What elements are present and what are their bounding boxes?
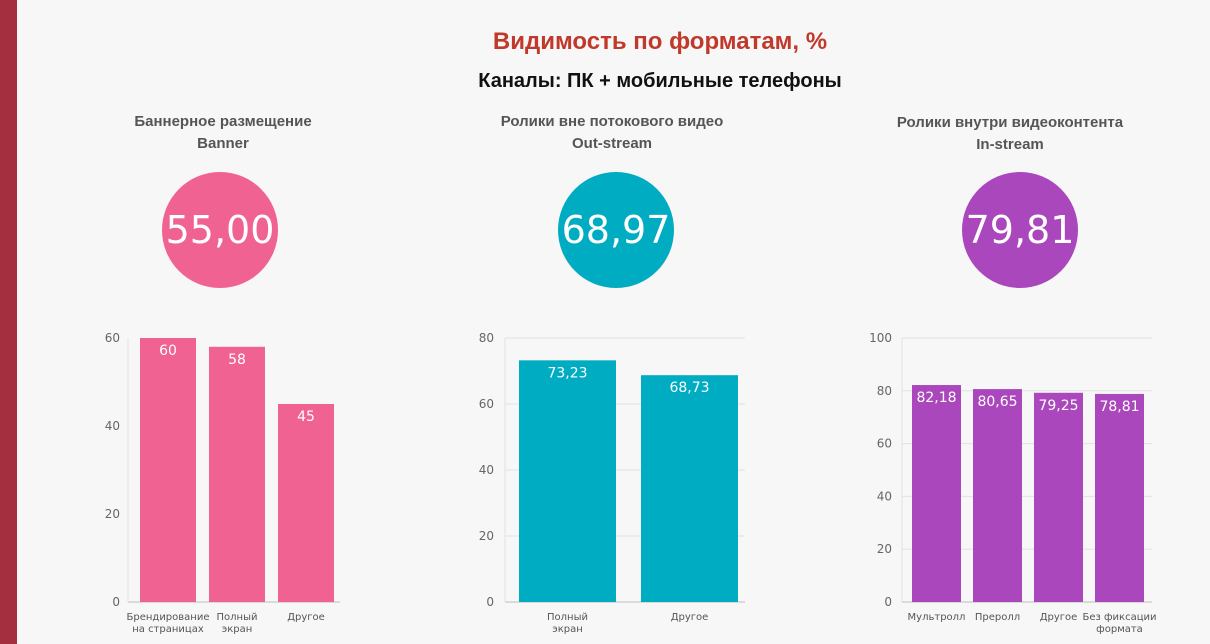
x-tick-label: Мультролл — [908, 612, 966, 623]
left-accent-bar — [0, 0, 17, 644]
page-title: Видимость по форматам, % — [492, 28, 828, 55]
x-tick-label: Другое — [287, 612, 325, 623]
y-tick-label: 100 — [869, 331, 892, 345]
y-tick-label: 40 — [479, 463, 494, 477]
y-tick-label: 20 — [479, 529, 494, 543]
bar — [140, 338, 196, 602]
x-tick-label-line: формата — [1096, 624, 1143, 635]
y-tick-label: 20 — [105, 507, 120, 521]
bar-value-label: 73,23 — [547, 365, 587, 381]
panel-title-line1: Ролики вне потокового видео — [500, 113, 724, 130]
y-tick-label: 40 — [105, 419, 120, 433]
bar-value-label: 68,73 — [669, 380, 709, 396]
x-tick-label-line: Другое — [1040, 612, 1078, 623]
overall-value-banner: 55,00 — [162, 172, 278, 288]
x-tick-label: Брендирование на страницах — [127, 612, 210, 635]
y-tick-label: 60 — [105, 331, 120, 345]
x-tick-label-line: Другое — [671, 612, 709, 623]
bar-value-label: 79,25 — [1038, 398, 1078, 414]
x-tick-label-line: Полный — [217, 612, 258, 623]
x-tick-label: Полный экран — [547, 612, 588, 635]
panel-title-banner: Баннерное размещение Banner — [73, 111, 373, 155]
x-tick-label-line: Другое — [287, 612, 325, 623]
panel-title-instream: Ролики внутри видеоконтента In-stream — [860, 112, 1160, 156]
x-tick-label: Без фиксации формата — [1082, 612, 1156, 635]
bar — [1034, 392, 1083, 602]
page-subtitle: Каналы: ПК + мобильные телефоны — [478, 70, 842, 92]
x-tick-label-line: экран — [552, 624, 583, 635]
x-tick-label: Другое — [671, 612, 709, 623]
x-tick-label-line: Полный — [547, 612, 588, 623]
y-tick-label: 80 — [479, 331, 494, 345]
x-tick-label-line: Без фиксации — [1082, 612, 1156, 623]
panel-title-line2: Banner — [197, 135, 249, 152]
panel-title-line1: Баннерное размещение — [134, 113, 312, 130]
bar-value-label: 58 — [228, 352, 246, 368]
bar-value-label: 60 — [159, 343, 177, 359]
bar-value-label: 82,18 — [916, 390, 956, 406]
y-tick-label: 60 — [877, 437, 892, 451]
bar — [1095, 393, 1144, 602]
bar-value-label: 78,81 — [1099, 399, 1139, 415]
panel-title-line2: Out-stream — [571, 135, 653, 152]
overall-value-outstream: 68,97 — [558, 172, 674, 288]
panel-title-line2: In-stream — [976, 136, 1044, 153]
x-tick-label: Полный экран — [217, 612, 258, 635]
bar — [278, 404, 334, 602]
x-tick-label-line: на страницах — [132, 624, 204, 635]
panel-title-line1: Ролики внутри видеоконтента — [896, 114, 1124, 131]
x-tick-label-line: экран — [222, 624, 253, 635]
y-tick-label: 0 — [112, 595, 120, 609]
bar-value-label: 80,65 — [977, 394, 1017, 410]
x-tick-label: Другое — [1040, 612, 1078, 623]
bar — [973, 389, 1022, 602]
y-tick-label: 0 — [884, 595, 892, 609]
x-tick-label: Преролл — [975, 612, 1020, 623]
x-tick-label-line: Мультролл — [908, 612, 966, 623]
bar — [912, 385, 961, 602]
bar — [641, 375, 738, 602]
y-tick-label: 40 — [877, 489, 892, 503]
bar — [519, 360, 616, 602]
y-tick-label: 20 — [877, 542, 892, 556]
overall-value-instream: 79,81 — [962, 172, 1078, 288]
panel-title-outstream: Ролики вне потокового видео Out-stream — [462, 111, 762, 155]
x-tick-label-line: Брендирование — [127, 612, 210, 623]
y-tick-label: 60 — [479, 397, 494, 411]
bar-value-label: 45 — [297, 409, 315, 425]
y-tick-label: 80 — [877, 384, 892, 398]
bar — [209, 346, 265, 602]
y-tick-label: 0 — [486, 595, 494, 609]
x-tick-label-line: Преролл — [975, 612, 1020, 623]
